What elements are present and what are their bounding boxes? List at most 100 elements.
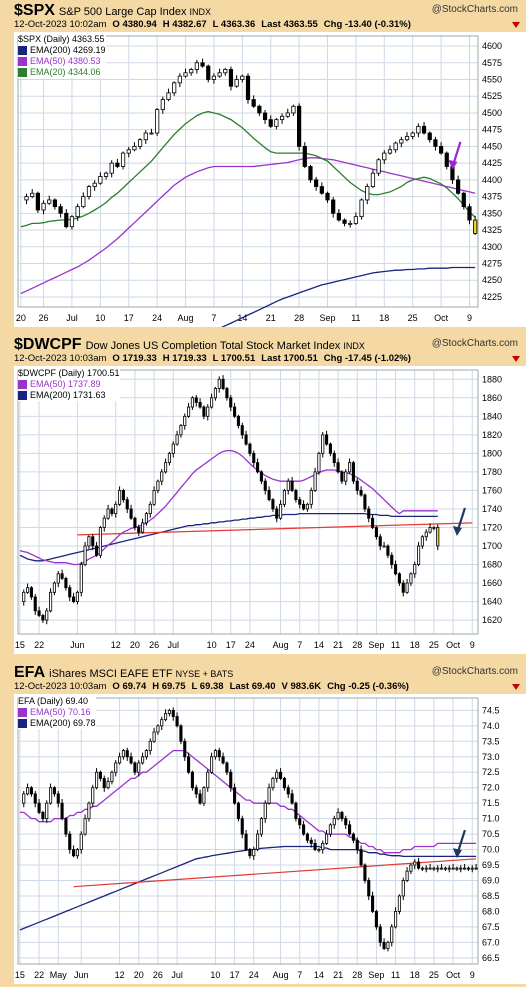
candle-body	[234, 79, 239, 87]
candle-body	[397, 895, 401, 912]
candle-body	[110, 771, 114, 782]
candle-body	[444, 152, 449, 167]
candle-body	[102, 778, 106, 789]
chart-title: $DWCPF Dow Jones US Completion Total Stoc…	[14, 336, 365, 353]
ema20-line	[20, 110, 476, 228]
candle-body	[91, 536, 95, 547]
candle-body	[52, 582, 56, 593]
annotation-arrowhead	[452, 526, 462, 536]
candle-body	[251, 99, 256, 107]
candle-body	[95, 771, 99, 789]
candle-body	[394, 911, 398, 928]
candle-body	[75, 849, 79, 857]
x-tick-label: Jul	[167, 640, 179, 650]
x-tick-label: 25	[429, 970, 439, 980]
menu-triangle-icon[interactable]	[512, 22, 520, 28]
candle-body	[331, 199, 336, 214]
candle-body	[171, 443, 175, 454]
x-tick-label: 14	[314, 640, 324, 650]
candle-body	[206, 65, 211, 80]
candle-body	[194, 62, 199, 70]
candle-body	[378, 536, 382, 547]
y-tick-label: 74.0	[482, 721, 500, 731]
brand-label: @StockCharts.com	[431, 666, 518, 677]
ema50-line	[19, 449, 438, 566]
x-tick-label: Sep	[319, 313, 335, 323]
candle-body	[355, 839, 359, 850]
candle-body	[267, 490, 271, 501]
legend-entry: EMA(200) 1731.63	[30, 390, 106, 400]
legend-entry: EFA (Daily) 69.40	[18, 696, 89, 706]
chart-header: $DWCPF Dow Jones US Completion Total Stoc…	[14, 336, 522, 366]
x-tick-label: 22	[34, 640, 44, 650]
x-tick-label: 7	[297, 640, 302, 650]
candle-body	[309, 839, 313, 844]
x-tick-label: 11	[351, 313, 360, 323]
x-tick-label: 21	[266, 313, 276, 323]
x-tick-label: 22	[34, 970, 44, 980]
candle-body	[45, 802, 49, 820]
candle-body	[370, 172, 376, 187]
candle-body	[240, 75, 245, 80]
brand-label: @StockCharts.com	[431, 338, 518, 349]
y-tick-label: 4250	[482, 275, 502, 285]
candle-body	[424, 867, 428, 870]
legend: $SPX (Daily) 4363.55 EMA(200) 4269.19 EM…	[18, 34, 106, 78]
x-tick-label: Oct	[434, 313, 449, 323]
candle-body	[440, 867, 444, 870]
legend-entry: EMA(200) 69.78	[30, 718, 96, 728]
legend-entry: EMA(200) 4269.19	[30, 45, 106, 55]
candle-body	[248, 443, 252, 454]
y-tick-label: 1840	[482, 411, 502, 421]
candle-body	[167, 709, 171, 714]
x-tick-label: 18	[410, 640, 420, 650]
menu-triangle-icon[interactable]	[512, 684, 520, 690]
candle-body	[470, 867, 474, 870]
candle-body	[374, 911, 378, 928]
candle-body	[359, 849, 363, 866]
candle-body	[95, 545, 99, 556]
candle-body	[233, 406, 237, 417]
candle-body	[336, 812, 340, 820]
candle-body	[313, 471, 317, 491]
candle-body	[244, 434, 248, 445]
candle-body	[325, 833, 329, 844]
ohlc-readout: 12-Oct-2023 10:03am O 69.74 H 69.75 L 69.38…	[14, 681, 409, 692]
candle-body	[164, 713, 168, 721]
candle-body	[190, 771, 194, 789]
candle-body	[60, 802, 64, 820]
candle-body	[225, 762, 229, 773]
candle-body	[302, 503, 306, 510]
candle-body	[353, 216, 359, 224]
candle-body	[325, 434, 329, 445]
candle-body	[155, 109, 160, 134]
candle-body	[49, 787, 53, 804]
candle-body	[279, 503, 283, 519]
candle-body	[427, 132, 432, 141]
candle-body	[86, 186, 92, 197]
candle-body	[325, 192, 330, 201]
x-tick-label: 25	[429, 640, 439, 650]
candle-body	[210, 756, 214, 773]
candle-body	[317, 452, 321, 473]
candle-body	[152, 490, 156, 505]
candle-body	[467, 206, 472, 221]
y-tick-label: 72.0	[482, 783, 500, 793]
candle-body	[290, 480, 294, 491]
candle-body	[317, 849, 321, 851]
x-tick-label: 17	[230, 970, 240, 980]
candle-body	[190, 397, 194, 408]
candle-body	[305, 833, 309, 841]
candle-body	[245, 75, 251, 100]
y-tick-label: 1760	[482, 485, 502, 495]
candle-body	[351, 833, 355, 841]
candle-body	[252, 452, 256, 464]
candle-body	[309, 490, 313, 505]
candle-body	[275, 771, 279, 779]
candle-body	[22, 591, 26, 602]
y-tick-label: 4375	[482, 192, 502, 202]
x-tick-label: Jul	[171, 970, 183, 980]
legend-entry: $DWCPF (Daily) 1700.51	[18, 368, 120, 378]
menu-triangle-icon[interactable]	[512, 356, 520, 362]
candle-body	[473, 219, 478, 234]
